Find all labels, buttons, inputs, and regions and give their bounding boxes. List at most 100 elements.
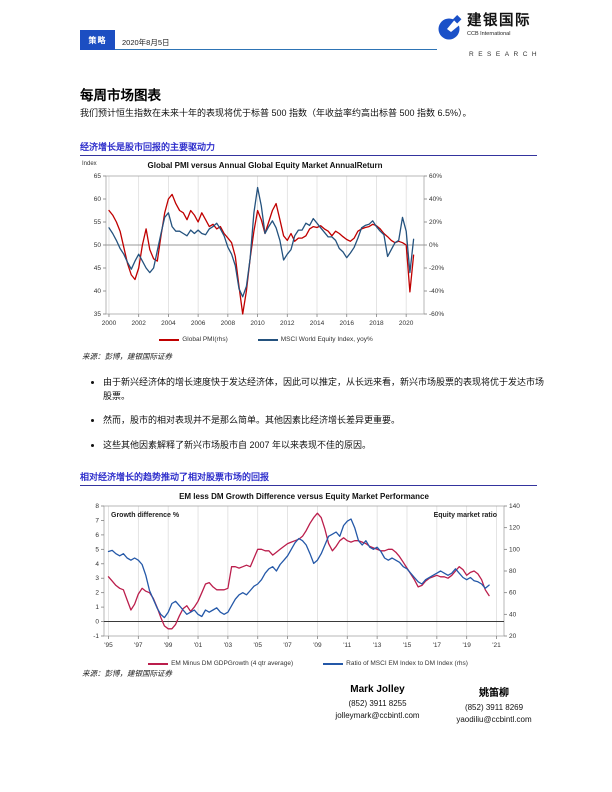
source-note-2: 来源：彭博，建银国际证券 [82,669,172,678]
contact-name: 姚笛柳 [479,688,509,699]
right-tick-label: 40% [429,196,442,203]
x-tick-label: '19 [462,642,471,649]
right-tick-label: 120 [509,525,520,532]
legend-label: EM Minus DM GDPGrowth (4 qtr average) [171,660,294,667]
legend-item: EM Minus DM GDPGrowth (4 qtr average) [148,660,293,667]
left-tick-label: -1 [93,633,99,640]
page-title: 每周市场图表 [80,88,161,103]
left-tick-label: 40 [94,288,102,295]
right-tick-label: 100 [509,546,520,553]
bullet-item: 这些其他因素解释了新兴市场股市自 2007 年以来表现不佳的原因。 [103,439,546,453]
x-tick-label: '03 [224,642,233,649]
contact-email: yaodiliu@ccbintl.com [456,714,532,724]
ccb-logo-icon [436,14,463,46]
left-tick-label: 4 [95,561,99,568]
x-tick-label: '01 [194,642,203,649]
em-dm-ratio-chart: 8 7 6 5 4 3 2 1 0 -1 140 120 100 80 60 40 20 '95 '97 '99 '01… [84,490,532,667]
ccb-logo: 建银国际 CCB International RESEARCH [436,13,556,58]
left-tick-label: 45 [94,265,102,272]
intro-paragraph: 我们预计恒生指数在未来十年的表现将优于标普 500 指数（年收益率约高出标普 5… [80,108,472,118]
x-tick-label: 2020 [399,320,414,327]
left-tick-label: 35 [94,311,102,318]
bullet-item: 由于新兴经济体的增长速度快于发达经济体，因此可以推定，从长远来看，新兴市场股票的… [103,376,546,403]
left-tick-label: 1 [95,604,99,611]
x-tick-label: 2018 [369,320,384,327]
legend-swatch [257,338,278,341]
left-tick-label: 3 [95,575,99,582]
x-tick-label: 2000 [102,320,117,327]
legend-swatch [159,338,180,341]
right-tick-label: 60 [509,590,517,597]
section-heading-relative-growth: 相对经济增长的趋势推动了相对股票市场的回报 [80,470,537,486]
legend-swatch [323,662,344,665]
axis-unit-label: Index [82,161,97,167]
series-line [107,518,490,619]
x-tick-label: '15 [403,642,412,649]
left-tick-label: 65 [94,173,102,180]
em-dm-chart-svg: 8 7 6 5 4 3 2 1 0 -1 140 120 100 80 60 40 20 '95 '97 '99 '01… [93,492,520,649]
contact-email: jolleymark@ccbintl.com [335,710,420,720]
report-date: 2020年8月5日 [122,38,170,47]
legend-item: Ratio of MSCI EM Index to DM Index (rhs) [323,660,468,667]
x-tick-label: 2002 [131,320,146,327]
section-heading-growth: 经济增长是股市回报的主要驱动力 [80,140,537,156]
left-tick-label: 6 [95,532,99,539]
x-tick-label: '17 [433,642,442,649]
global-pmi-chart-legend: Global PMI(rhs) MSCI World Equity Index, … [80,336,452,343]
contact-card: Mark Jolley (852) 3911 8255 jolleymark@c… [300,684,455,720]
x-tick-label: 2012 [280,320,295,327]
contact-phone: (852) 3911 8269 [464,703,524,712]
contact-name: Mark Jolley [350,684,405,695]
bullet-item: 然而，股市的相对表现并不是那么简单。其他因素比经济增长差异更重要。 [103,414,546,428]
right-tick-label: -20% [429,265,444,272]
right-tick-label: 80 [509,568,517,575]
bullet-list: 由于新兴经济体的增长速度快于发达经济体，因此可以推定，从长远来看，新兴市场股票的… [88,376,546,463]
logo-cn-name: 建银国际 [467,13,531,29]
x-tick-label: 2006 [191,320,206,327]
x-tick-label: 2014 [310,320,325,327]
legend-label: Global PMI(rhs) [182,336,228,343]
x-tick-label: '97 [134,642,143,649]
x-tick-label: 2010 [250,320,265,327]
left-tick-label: 50 [94,242,102,249]
inner-axis-label: Growth difference % [111,512,180,519]
source-note-1: 来源：彭博，建银国际证券 [82,352,172,361]
contact-card: 姚笛柳 (852) 3911 8269 yaodiliu@ccbintl.com [440,684,548,724]
series-line [107,512,490,630]
legend-label: MSCI World Equity Index, yoy% [280,336,373,343]
left-tick-label: 0 [95,619,99,626]
left-tick-label: 60 [94,196,102,203]
header-rule [115,48,437,50]
right-tick-label: 20% [429,219,442,226]
right-tick-label: 0% [429,242,439,249]
right-tick-label: -60% [429,311,444,318]
contact-phone: (852) 3911 8255 [348,699,407,708]
x-tick-label: '13 [373,642,382,649]
x-tick-label: '95 [104,642,113,649]
right-tick-label: 60% [429,173,442,180]
x-tick-label: '09 [313,642,322,649]
right-tick-label: 140 [509,503,520,510]
legend-item: Global PMI(rhs) [159,336,228,343]
x-tick-label: 2008 [221,320,236,327]
series-line [108,186,415,298]
left-tick-label: 8 [95,503,99,510]
right-tick-label: -40% [429,288,444,295]
series-line [108,193,415,315]
chart-title: Global PMI versus Annual Global Equity M… [148,161,383,170]
global-pmi-chart-svg: 65 60 55 50 45 40 35 60% 40% 20% 0% -20% -40% -60% 200… [82,161,444,327]
x-tick-label: 2016 [339,320,354,327]
left-tick-label: 7 [95,517,99,524]
category-badge: 策略 [80,30,115,50]
pmi-vs-equity-chart: 65 60 55 50 45 40 35 60% 40% 20% 0% -20% -40% -60% 200… [80,156,452,343]
research-label: RESEARCH [469,51,542,58]
left-tick-label: 5 [95,546,99,553]
right-tick-label: 20 [509,633,517,640]
x-tick-label: 2004 [161,320,176,327]
right-tick-label: 40 [509,611,517,618]
em-dm-chart-legend: EM Minus DM GDPGrowth (4 qtr average) Rat… [84,660,532,667]
x-tick-label: '07 [283,642,292,649]
left-tick-label: 55 [94,219,102,226]
logo-en-name: CCB International [467,30,511,37]
